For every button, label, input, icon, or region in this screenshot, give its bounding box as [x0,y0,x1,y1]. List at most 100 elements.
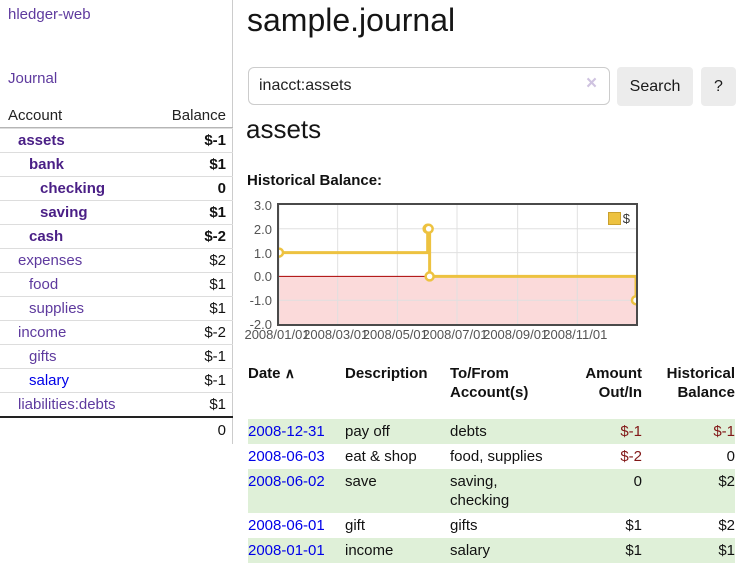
account-balance: 0 [217,180,226,197]
account-row: $1 liabilities:debts [0,392,233,416]
transaction-balance: $2 [718,517,735,534]
transaction-row: 2008-06-02 save saving, checking 0 $2 [248,469,735,513]
account-row: $1 supplies [0,296,233,320]
transaction-balance: 0 [726,448,735,465]
transaction-accounts: gifts [450,517,478,534]
account-row: 0 checking [0,176,233,200]
x-tick-label: 2008/01/01 [244,327,310,342]
transaction-amount: $-1 [620,423,642,440]
clear-search-icon[interactable]: × [586,73,598,94]
accounts-table-header: Account Balance [0,103,233,128]
y-tick-label: -2.0 [249,317,272,332]
transaction-amount: $1 [625,542,642,559]
accounts-total-value: 0 [217,422,226,439]
transaction-accounts: saving, checking [450,473,510,509]
transaction-amount: 0 [633,473,642,490]
x-tick-label: 2008/07/01 [422,327,488,342]
nav-journal-link[interactable]: Journal [8,70,58,87]
sidebar-account-checking[interactable]: checking [40,180,106,197]
account-balance: $-1 [204,132,226,149]
transaction-description: gift [345,517,366,534]
y-tick-label: 0.0 [253,269,272,285]
transaction-row: 2008-06-03 eat & shop food, supplies $-2… [248,444,735,469]
help-button[interactable]: ? [701,67,736,106]
balance-column-header: Balance [171,107,226,124]
chart-plot-area: $ [277,203,638,326]
search-input[interactable] [248,67,610,105]
chart-y-axis-labels: 3.0 2.0 1.0 0.0 -1.0 -2.0 [245,198,272,332]
accounts-column-header: To/From Account(s) [450,365,529,401]
transaction-description: pay off [345,423,390,440]
chart-title: Historical Balance: [247,172,383,189]
x-tick-label: 2008/09/01 [483,327,549,342]
chart-legend: $ [606,211,631,226]
transaction-row: 2008-06-01 gift gifts $1 $2 [248,513,735,538]
account-row: $-1 salary [0,368,233,392]
register-header-row: Date ∧ Description To/From Account(s) Am… [248,364,735,419]
legend-swatch-icon [607,212,621,225]
sidebar-account-assets[interactable]: assets [18,132,65,149]
account-balance: $1 [209,300,226,317]
account-balance: $1 [209,396,226,413]
account-balance: $2 [209,252,226,269]
y-tick-label: 1.0 [253,245,272,261]
sidebar-account-supplies[interactable]: supplies [29,300,85,317]
account-row: $1 bank [0,152,233,176]
transaction-description: save [345,473,377,490]
account-balance: $1 [209,156,226,173]
account-row: $-2 income [0,320,233,344]
sidebar-account-income[interactable]: income [18,324,67,341]
transaction-description: eat & shop [345,448,417,465]
sidebar-account-expenses[interactable]: expenses [18,252,83,269]
transaction-date-link[interactable]: 2008-01-01 [248,542,325,559]
balance-column-header: Historical Balance [666,365,735,401]
account-balance: $-2 [204,324,226,341]
transaction-amount: $-2 [620,448,642,465]
app-title-link[interactable]: hledger-web [8,6,91,23]
transaction-amount: $1 [625,517,642,534]
transaction-date-link[interactable]: 2008-06-01 [248,517,325,534]
historical-balance-chart: 3.0 2.0 1.0 0.0 -1.0 -2.0 $ 2008/01/01 2008/03… [244,198,638,351]
account-row: $2 expenses [0,248,233,272]
account-balance: $-1 [204,372,226,389]
transaction-balance: $1 [718,542,735,559]
search-button[interactable]: Search [617,67,693,106]
amount-column-header: Amount Out/In [585,365,642,401]
sort-ascending-icon: ∧ [284,365,295,381]
chart-x-axis-labels: 2008/01/01 2008/03/01 2008/05/01 2008/07/01… [244,327,634,345]
sidebar-account-liabilities-debts[interactable]: liabilities:debts [18,396,116,413]
transaction-date-link[interactable]: 2008-12-31 [248,423,325,440]
transaction-row: 2008-12-31 pay off debts $-1 $-1 [248,419,735,444]
transaction-accounts: salary [450,542,491,559]
transaction-balance: $-1 [713,423,735,440]
transaction-accounts: food, supplies [450,448,543,465]
x-tick-label: 2008/03/01 [303,327,369,342]
sidebar-account-salary[interactable]: salary [29,372,70,389]
account-balance: $-1 [204,348,226,365]
page-title: sample.journal [247,2,456,38]
account-row: $-2 cash [0,224,233,248]
accounts-table: Account Balance $-1 assets $1 bank 0 che… [0,103,233,444]
account-balance: $1 [209,276,226,293]
account-row: $1 food [0,272,233,296]
sidebar-account-bank[interactable]: bank [29,156,65,173]
date-column-header[interactable]: Date ∧ [248,364,345,419]
transaction-balance: $2 [718,473,735,490]
legend-label: $ [622,211,630,226]
transaction-description: income [345,542,394,559]
sidebar-account-food[interactable]: food [29,276,59,293]
account-row: $-1 assets [0,128,233,152]
sidebar-account-cash[interactable]: cash [29,228,64,245]
sidebar-account-gifts[interactable]: gifts [29,348,57,365]
account-balance: $-2 [204,228,226,245]
y-tick-label: 3.0 [253,198,272,213]
sidebar-account-saving[interactable]: saving [40,204,88,221]
transaction-date-link[interactable]: 2008-06-03 [248,448,325,465]
description-column-header: Description [345,365,428,382]
y-tick-label: 2.0 [253,221,272,237]
account-row: $1 saving [0,200,233,224]
register-table: Date ∧ Description To/From Account(s) Am… [248,364,735,563]
account-row: $-1 gifts [0,344,233,368]
y-tick-label: -1.0 [249,293,272,309]
transaction-date-link[interactable]: 2008-06-02 [248,473,325,490]
